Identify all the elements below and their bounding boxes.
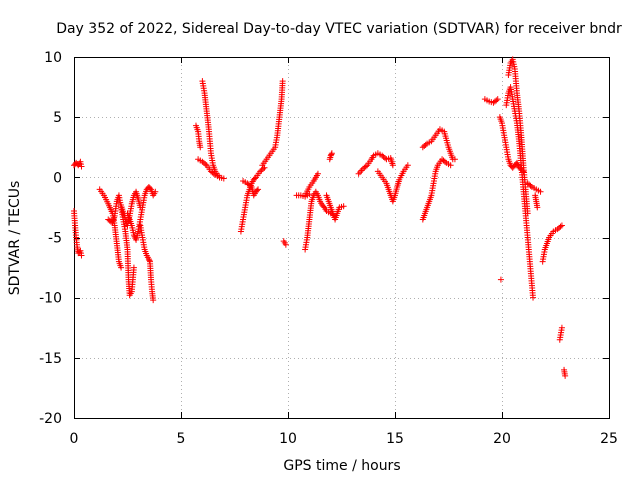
data-point: [557, 223, 564, 230]
x-tick-label: 5: [177, 431, 186, 447]
y-tick-label: 5: [53, 110, 62, 126]
data-point: [447, 162, 454, 169]
data-point: [220, 175, 227, 182]
data-point: [494, 96, 501, 103]
data-point: [530, 294, 537, 301]
data-point: [328, 150, 335, 157]
chart-title: Day 352 of 2022, Sidereal Day-to-day VTE…: [56, 21, 622, 37]
y-tick-label: 0: [53, 170, 62, 186]
data-point: [130, 264, 137, 271]
data-point: [282, 241, 289, 248]
data-point: [279, 78, 286, 85]
data-point: [150, 297, 157, 304]
x-tick-label: 10: [279, 431, 297, 447]
y-tick-label: 10: [44, 50, 62, 66]
data-point: [558, 324, 565, 331]
data-point: [152, 188, 159, 195]
data-point: [251, 175, 258, 182]
x-axis-label: GPS time / hours: [283, 458, 400, 474]
data-point: [497, 276, 504, 283]
data-point: [202, 161, 209, 168]
data-point: [562, 372, 569, 379]
data-point: [197, 144, 204, 151]
data-point: [558, 222, 565, 229]
x-tick-label: 0: [70, 431, 79, 447]
data-point: [253, 187, 260, 194]
data-point: [340, 203, 347, 210]
data-point: [78, 252, 85, 259]
data-point: [146, 257, 153, 264]
data-point: [320, 203, 327, 210]
y-tick-label: -20: [39, 411, 62, 427]
y-tick-label: -5: [48, 231, 62, 247]
data-point: [314, 170, 321, 177]
data-point: [441, 158, 448, 165]
data-point: [306, 191, 313, 198]
y-axis-ticks: -20 -15 -10 -5 0 5 10: [39, 50, 609, 427]
data-point: [260, 165, 267, 172]
data-point: [118, 264, 125, 271]
data-point: [247, 182, 254, 189]
data-point: [146, 185, 153, 192]
x-tick-label: 15: [386, 431, 404, 447]
x-tick-label: 20: [493, 431, 511, 447]
data-point: [527, 182, 534, 189]
data-point: [328, 151, 335, 158]
data-point: [216, 174, 223, 181]
data-point: [524, 210, 531, 217]
data-point: [382, 155, 389, 162]
y-tick-label: -15: [39, 351, 62, 367]
data-point: [389, 162, 396, 169]
data-point: [493, 97, 500, 104]
y-axis-label: SDTVAR / TECUs: [7, 181, 23, 296]
data-point: [451, 156, 458, 163]
data-point: [534, 204, 541, 211]
data-point: [78, 163, 85, 170]
data-point: [404, 162, 411, 169]
x-tick-label: 25: [600, 431, 618, 447]
data-points: [71, 56, 569, 379]
data-point: [537, 188, 544, 195]
data-point: [255, 186, 262, 193]
data-point: [422, 141, 429, 148]
data-point: [362, 163, 369, 170]
y-tick-label: -10: [39, 291, 62, 307]
x-axis-ticks: 0 5 10 15 20 25: [70, 57, 618, 447]
